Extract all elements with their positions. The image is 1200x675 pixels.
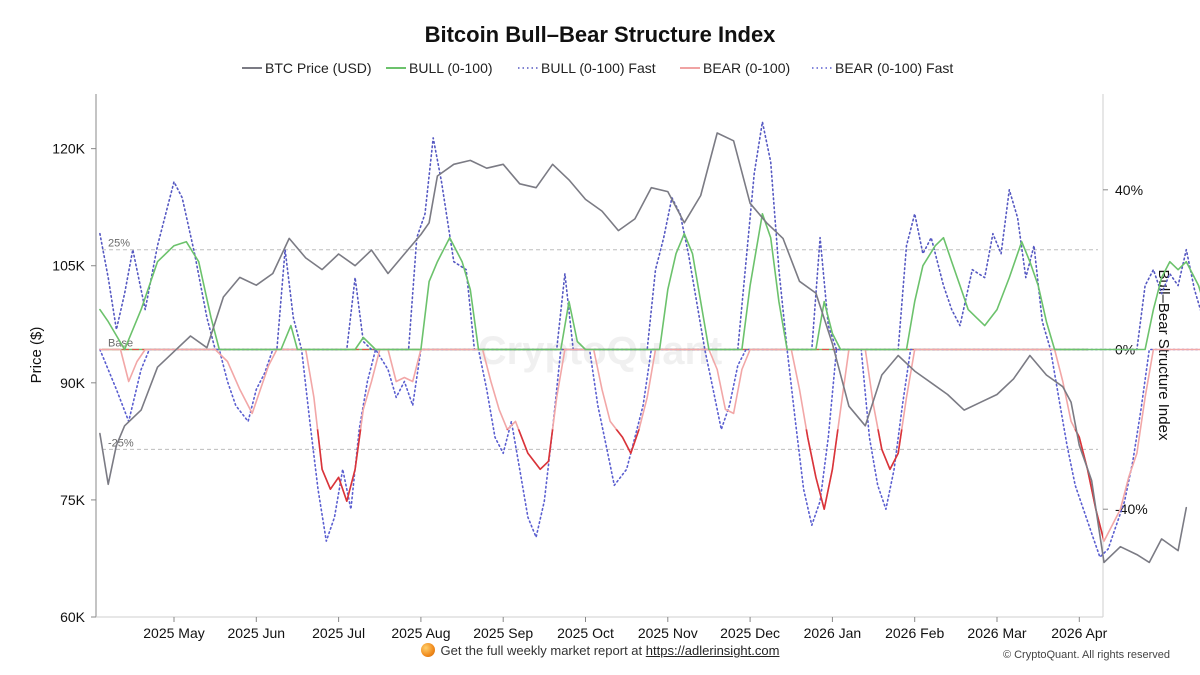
series-bear-fast [99,348,1200,558]
series-bear-deep [316,429,1103,541]
series-bull [99,213,1200,351]
x-tick-label-0: 2025 May [143,625,204,641]
x-tick-label-8: 2026 Jan [804,625,862,641]
series-bear-light [99,348,1200,542]
copyright: © CryptoQuant. All rights reserved [1002,649,1170,661]
legend-label-bull-fast: BULL (0-100) Fast [541,60,656,76]
y2-tick-label-0: 40% [1115,182,1143,198]
x-tick-label-1: 2025 Jun [227,625,285,641]
y-axis-title: Price ($) [28,327,45,384]
legend-label-bear-fast: BEAR (0-100) Fast [835,60,953,76]
y2-tick-label-2: -40% [1115,501,1148,517]
x-axis-ticks: 2025 May 2025 Jun 2025 Jul 2025 Aug 2025 Sep… [143,617,1108,641]
x-tick-label-11: 2026 Apr [1051,625,1107,641]
series-price [99,132,1188,564]
y-tick-label-4: 120K [52,141,85,157]
ref-label-2: -25% [108,437,134,449]
legend[interactable]: BTC Price (USD) BULL (0-100) BULL (0-100… [242,60,953,76]
ref-label-0: 25% [108,238,130,250]
y-tick-label-3: 105K [52,258,85,274]
footer-text: Get the full weekly market report at [440,643,643,658]
footer-link[interactable]: https://adlerinsight.com [645,643,780,658]
y-tick-label-1: 75K [60,492,86,508]
x-tick-label-5: 2025 Oct [557,625,614,641]
series-lines [99,121,1200,564]
coin-icon [420,643,435,657]
x-tick-label-7: 2025 Dec [720,625,780,641]
x-tick-label-3: 2025 Aug [391,625,450,641]
y-tick-label-2: 90K [60,375,86,391]
x-tick-label-2: 2025 Jul [312,625,365,641]
x-tick-label-9: 2026 Feb [885,625,944,641]
series-bull-fast [99,121,1200,351]
footer: Get the full weekly market report at htt… [0,643,1200,658]
legend-label-price: BTC Price (USD) [265,60,372,76]
y2-axis-title: Bull–Bear Structure Index [1155,270,1172,441]
x-tick-label-6: 2025 Nov [638,625,698,641]
y-tick-label-0: 60K [60,609,86,625]
watermark: CryptoQuant [478,329,722,373]
chart-title: Bitcoin Bull–Bear Structure Index [425,22,777,47]
y-axis-ticks: 60K 75K 90K 105K 120K [52,141,96,625]
x-tick-label-10: 2026 Mar [967,625,1026,641]
legend-label-bear: BEAR (0-100) [703,60,790,76]
x-tick-label-4: 2025 Sep [473,625,533,641]
legend-label-bull: BULL (0-100) [409,60,493,76]
